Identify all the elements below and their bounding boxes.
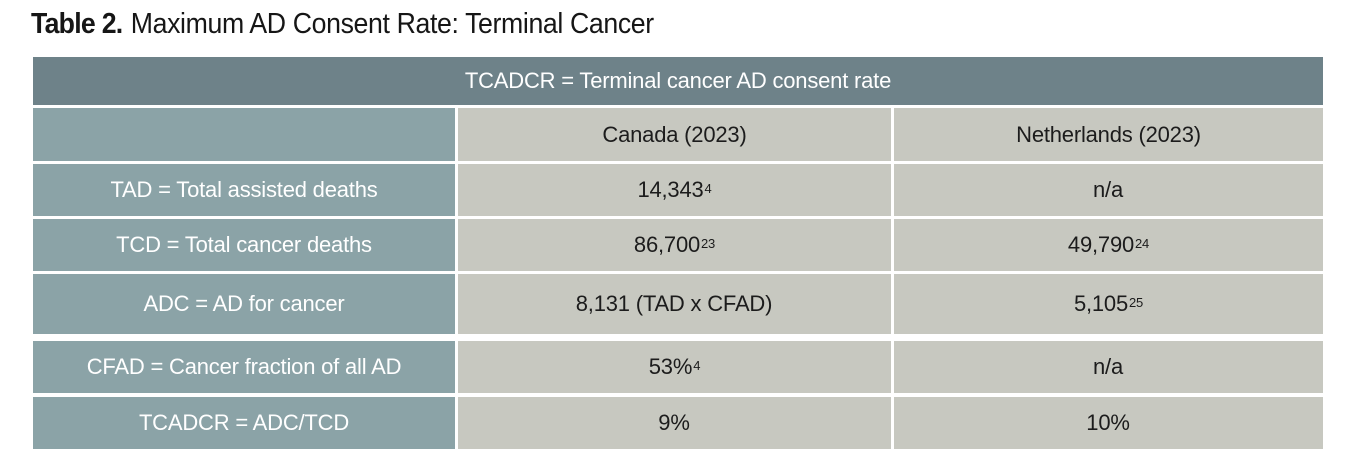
table-banner-text: TCADCR = Terminal cancer AD consent rate (464, 68, 892, 93)
cell-canada: 53% 4 (458, 341, 891, 393)
table-title-text: Maximum AD Consent Rate: Terminal Cancer (130, 8, 654, 40)
cell-value: 14,343 (637, 177, 704, 202)
table-row-tcadcr: TCADCR = ADC/TCD 9% 10% (33, 397, 1323, 449)
table-row-tcd: TCD = Total cancer deaths 86,700 23 49,79… (33, 219, 1323, 271)
column-header-netherlands: Netherlands (2023) (894, 108, 1323, 161)
cell-netherlands: 10% (894, 397, 1323, 449)
column-header-canada: Canada (2023) (458, 108, 891, 161)
cell-value: 5,105 (1073, 291, 1128, 316)
cell-canada: 86,700 23 (458, 219, 891, 271)
table-row-adc: ADC = AD for cancer 8,131 (TAD x CFAD) 5… (33, 274, 1323, 334)
row-label: TAD = Total assisted deaths (33, 164, 455, 216)
cell-canada: 9% (458, 397, 891, 449)
table-title-inner: Table 2. Maximum AD Consent Rate: Termina… (31, 8, 654, 41)
table-row-tad: TAD = Total assisted deaths 14,343 4 n/a (33, 164, 1323, 216)
table-row-cfad: CFAD = Cancer fraction of all AD 53% 4 n/… (33, 341, 1323, 393)
cell-value: n/a (1093, 177, 1123, 202)
row-label: CFAD = Cancer fraction of all AD (33, 341, 455, 393)
row-label: TCD = Total cancer deaths (33, 219, 455, 271)
cell-value: 10% (1086, 410, 1130, 435)
cell-value: 53% (648, 354, 693, 379)
column-header-empty (33, 108, 455, 161)
cell-canada: 14,343 4 (458, 164, 891, 216)
cell-netherlands: n/a (894, 341, 1323, 393)
table-title-prefix: Table 2. (31, 8, 123, 40)
table-title: Table 2. Maximum AD Consent Rate: Termina… (31, 8, 708, 41)
row-label: ADC = AD for cancer (33, 274, 455, 334)
cell-value: n/a (1093, 354, 1123, 379)
row-label: TCADCR = ADC/TCD (33, 397, 455, 449)
cell-netherlands: 49,790 24 (894, 219, 1323, 271)
cell-value: 8,131 (TAD x CFAD) (575, 291, 773, 316)
cell-value: 86,700 (633, 232, 701, 257)
cell-value: 49,790 (1067, 232, 1135, 257)
consent-rate-table: TCADCR = Terminal cancer AD consent rate… (33, 57, 1323, 449)
column-header-row: Canada (2023) Netherlands (2023) (33, 108, 1323, 161)
table-banner: TCADCR = Terminal cancer AD consent rate (33, 57, 1323, 105)
cell-netherlands: n/a (894, 164, 1323, 216)
cell-canada: 8,131 (TAD x CFAD) (458, 274, 891, 334)
cell-netherlands: 5,105 25 (894, 274, 1323, 334)
cell-value: 9% (658, 410, 690, 435)
